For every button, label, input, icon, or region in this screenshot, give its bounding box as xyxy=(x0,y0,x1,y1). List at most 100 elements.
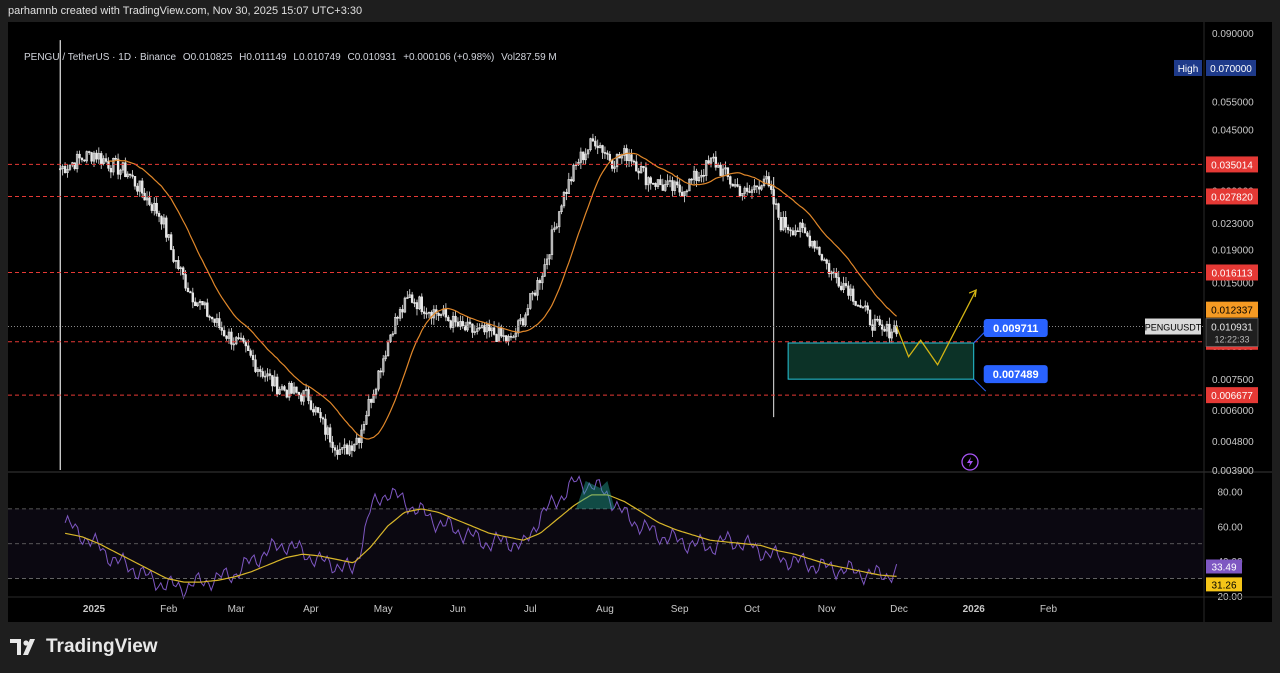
candle-body xyxy=(731,183,734,187)
price-tick-label: 0.007500 xyxy=(1212,375,1254,386)
symbol-tag-bg xyxy=(1145,318,1201,335)
candle-body xyxy=(451,315,455,328)
candle-body xyxy=(362,424,366,431)
candle-body xyxy=(420,296,423,313)
candle-body xyxy=(312,409,315,413)
candle-body xyxy=(553,227,556,231)
attribution-text: parhamnb created with TradingView.com, N… xyxy=(8,5,363,17)
time-tick-label: Aug xyxy=(596,604,614,615)
candle-body xyxy=(449,320,452,328)
candle-body xyxy=(382,358,385,373)
candle-body xyxy=(557,211,561,228)
candle-body xyxy=(95,152,98,160)
current-price-tag-bg xyxy=(1205,318,1259,347)
tradingview-logo[interactable]: TradingView xyxy=(10,636,158,658)
candle-body xyxy=(109,167,113,173)
rsi-line xyxy=(64,475,898,600)
candle-body xyxy=(794,230,797,236)
candle-body xyxy=(823,259,826,262)
candle-body xyxy=(664,184,667,191)
price-tick-label: 0.019000 xyxy=(1212,246,1254,257)
candle-body xyxy=(492,327,496,335)
candle-body xyxy=(620,155,624,159)
candle-body xyxy=(309,400,313,410)
candle-body xyxy=(300,394,303,402)
candle-body xyxy=(288,382,291,398)
candle-body xyxy=(157,213,161,217)
candle-body xyxy=(704,160,708,176)
high-tag-label: High xyxy=(1178,64,1199,75)
price-tick-label: 0.090000 xyxy=(1212,29,1254,40)
candle-body xyxy=(613,166,616,169)
candle-body xyxy=(456,321,460,327)
candle-body xyxy=(372,393,375,403)
candle-body xyxy=(391,333,395,336)
candle-body xyxy=(541,275,544,284)
candle-body xyxy=(755,185,758,188)
candle-body xyxy=(835,272,838,278)
candle-body xyxy=(172,249,175,262)
candle-body xyxy=(820,254,824,261)
price-tag-bg-4 xyxy=(1206,301,1258,318)
legend-low: L0.010749 xyxy=(293,52,341,63)
candle-body xyxy=(632,160,636,163)
current-price-label: 0.010931 xyxy=(1211,323,1253,334)
candle-body xyxy=(167,234,170,238)
candle-body xyxy=(726,167,730,177)
candle-body xyxy=(748,191,751,193)
candle-body xyxy=(733,184,737,187)
price-tick-label: 0.055000 xyxy=(1212,98,1254,109)
candle-body xyxy=(791,230,795,236)
candle-body xyxy=(521,318,525,326)
candle-body xyxy=(418,296,421,310)
rsi-value-tag-bg xyxy=(1206,559,1242,574)
candle-body xyxy=(218,318,221,328)
time-tick-label: Nov xyxy=(818,604,836,615)
candle-body xyxy=(319,412,322,419)
candle-body xyxy=(507,336,510,342)
candle-body xyxy=(736,184,739,187)
candle-body xyxy=(803,227,807,234)
rsi-ma-value-tag-bg xyxy=(1206,577,1242,592)
candle-body xyxy=(471,323,474,333)
candle-body xyxy=(500,327,503,337)
support-zone-box xyxy=(787,342,975,380)
candle-body xyxy=(466,321,469,331)
candle-body xyxy=(615,154,619,168)
zone-top-callout-label: 0.009711 xyxy=(993,323,1038,335)
candle-body xyxy=(394,316,397,335)
candle-body xyxy=(690,178,693,181)
candle-body xyxy=(314,407,317,413)
candle-body xyxy=(251,355,255,361)
candle-body xyxy=(784,217,787,228)
candle-body xyxy=(215,318,219,323)
candle-body xyxy=(533,292,537,296)
candle-body xyxy=(700,174,703,178)
candle-body xyxy=(753,185,756,191)
candle-body xyxy=(459,321,462,327)
candle-body xyxy=(591,138,595,142)
candle-body xyxy=(504,335,508,342)
legend-volume: Vol287.59 M xyxy=(501,52,557,63)
candle-body xyxy=(242,337,245,343)
candle-body xyxy=(709,157,713,164)
candle-body xyxy=(290,382,293,394)
candle-body xyxy=(871,324,874,331)
candle-body xyxy=(328,427,332,443)
candle-body xyxy=(131,174,134,177)
candle-body xyxy=(468,321,472,325)
candle-body xyxy=(239,337,243,340)
candle-body xyxy=(623,148,626,156)
time-tick-label: Feb xyxy=(160,604,178,615)
time-tick-label: Jul xyxy=(524,604,537,615)
candle-body xyxy=(230,331,233,345)
candle-body xyxy=(225,335,228,339)
candle-body xyxy=(78,153,81,159)
price-tag-bg-1 xyxy=(1206,156,1258,173)
candle-body xyxy=(637,170,640,174)
price-tick-label: 0.004800 xyxy=(1212,437,1254,448)
candle-body xyxy=(73,162,76,170)
